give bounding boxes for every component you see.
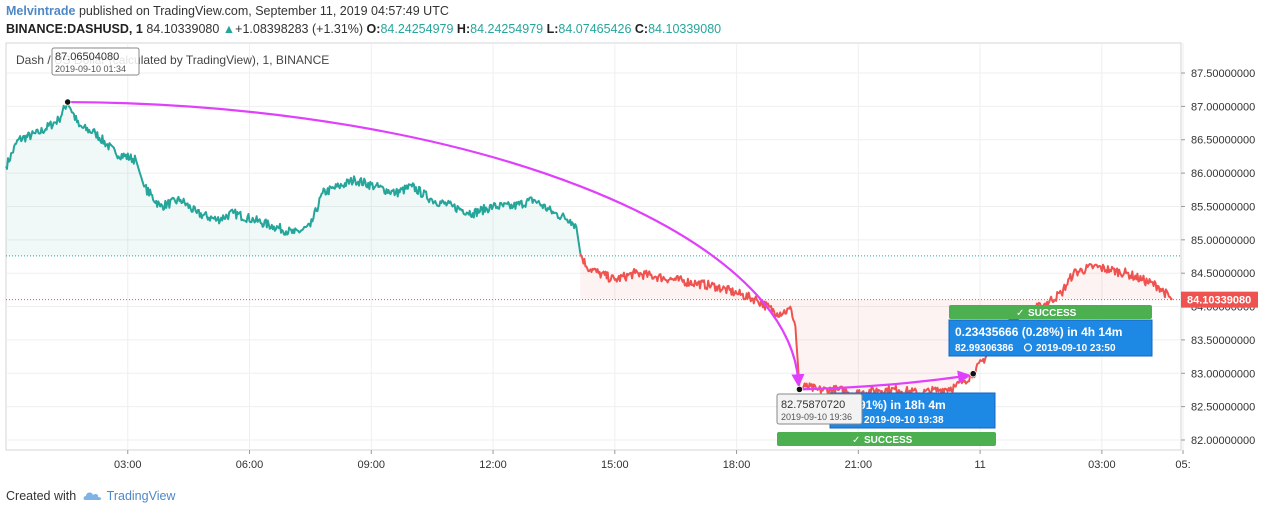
y-tick-label: 86.50000000	[1191, 135, 1255, 147]
y-tick-label: 82.00000000	[1191, 435, 1255, 447]
down-area	[580, 253, 1173, 398]
change-up-icon: ▲	[222, 22, 236, 36]
y-tick-label: 83.50000000	[1191, 335, 1255, 347]
x-tick-label: 06:00	[236, 459, 264, 471]
check-icon: ✓	[1016, 308, 1024, 319]
tradingview-logo-icon	[83, 492, 101, 500]
x-tick-label: 05:	[1175, 459, 1190, 471]
annotation-points	[64, 98, 977, 393]
close-label: C:	[634, 22, 649, 36]
low-value: 84.07465426	[558, 22, 632, 36]
close-value: 84.10339080	[648, 22, 722, 36]
measure-1-change: (−4.91%) in 18h 4m	[838, 398, 946, 412]
open-value: 84.24254979	[380, 22, 454, 36]
end-point	[969, 370, 977, 378]
up-series-line	[5, 100, 582, 254]
success-1-text: SUCCESS	[864, 435, 913, 446]
x-tick-label: 03:00	[114, 459, 142, 471]
check-icon: ✓	[852, 435, 860, 446]
price-series	[5, 100, 1173, 399]
x-tick-label: 03:00	[1088, 459, 1116, 471]
y-tick-label: 84.50000000	[1191, 268, 1255, 280]
y-tick-label: 82.50000000	[1191, 402, 1255, 414]
last-price: 84.10339080	[146, 22, 220, 36]
end-price: 82.99306386	[955, 343, 1014, 354]
author-link[interactable]: Melvintrade	[6, 4, 76, 18]
created-with-text: Created with	[6, 489, 77, 503]
measure-2-label: 0.23435666 (0.28%) in 4h 14m 82.99306386…	[948, 319, 1153, 357]
high-value: 84.24254979	[470, 22, 544, 36]
y-tick-label: 85.00000000	[1191, 235, 1255, 247]
y-tick-label: 87.00000000	[1191, 101, 1255, 113]
y-axis: 87.50000000 87.00000000 86.50000000 86.0000…	[1181, 68, 1255, 447]
symbol-label: BINANCE:DASHUSD, 1	[6, 22, 143, 36]
publish-info: Melvintrade published on TradingView.com…	[6, 4, 449, 18]
up-area	[6, 101, 581, 256]
x-tick-label: 11	[974, 459, 985, 471]
high-point	[64, 98, 72, 106]
low-annotation: 82.75870720 2019-09-10 19:36	[776, 393, 863, 425]
plot-frame	[5, 42, 1182, 451]
clock-icon	[1023, 343, 1033, 352]
symbol-info: BINANCE:DASHUSD, 1 84.10339080 ▲+1.08398…	[6, 22, 721, 36]
low-label: L:	[546, 22, 559, 36]
current-price-tag: 84.10339080	[1181, 291, 1258, 308]
x-axis: 03:00 06:00 09:00 12:00 15:00 18:00 21:00 11 03:…	[114, 450, 1191, 471]
high-price: 87.06504080	[55, 51, 119, 63]
y-tick-label: 85.50000000	[1191, 201, 1255, 213]
x-tick-label: 15:00	[601, 459, 629, 471]
y-tick-label: 86.00000000	[1191, 168, 1255, 180]
success-badge-2: ✓ SUCCESS	[949, 305, 1152, 319]
area-fills	[6, 101, 1173, 398]
measure-1-time: 2019-09-10 19:38	[864, 415, 944, 426]
low-point	[795, 385, 804, 393]
price-change: +1.08398283 (+1.31%)	[235, 22, 364, 36]
high-annotation: 87.06504080 2019-09-10 01:34	[51, 47, 140, 76]
measure-2-change: 0.23435666 (0.28%) in 4h 14m	[955, 325, 1122, 339]
y-tick-label: 87.50000000	[1191, 68, 1255, 80]
x-tick-label: 21:00	[845, 459, 873, 471]
arrow-high-to-low	[67, 100, 805, 388]
down-series-line	[579, 252, 1173, 399]
x-tick-label: 09:00	[358, 459, 386, 471]
low-time: 2019-09-10 19:36	[781, 412, 852, 422]
footer: Created with TradingView	[6, 489, 175, 504]
trend-arrows	[67, 100, 972, 391]
x-tick-label: 12:00	[479, 459, 507, 471]
current-price-label: 84.10339080	[1187, 295, 1251, 307]
published-text: published on TradingView.com, September …	[78, 4, 449, 18]
x-tick-label: 18:00	[723, 459, 751, 471]
high-label: H:	[456, 22, 471, 36]
high-time: 2019-09-10 01:34	[55, 64, 126, 74]
success-2-text: SUCCESS	[1028, 308, 1077, 319]
low-price: 82.75870720	[781, 399, 845, 411]
y-tick-label: 83.00000000	[1191, 368, 1255, 380]
arrow-low-to-end	[799, 370, 972, 391]
tradingview-link[interactable]: TradingView	[106, 489, 176, 503]
success-badge-1: ✓ SUCCESS	[777, 432, 996, 446]
end-time: 2019-09-10 23:50	[1036, 343, 1116, 354]
reference-lines	[6, 255, 1181, 301]
open-label: O:	[366, 22, 381, 36]
